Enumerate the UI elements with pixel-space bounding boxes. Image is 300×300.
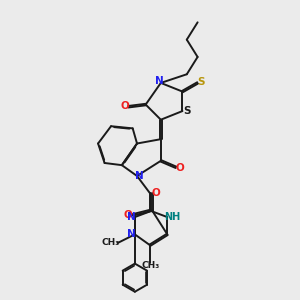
Text: NH: NH <box>165 212 181 222</box>
Text: O: O <box>120 101 129 111</box>
Text: N: N <box>155 76 164 86</box>
Text: CH₃: CH₃ <box>142 261 160 270</box>
Text: O: O <box>176 164 185 173</box>
Text: O: O <box>124 210 133 220</box>
Text: CH₃: CH₃ <box>102 238 120 247</box>
Text: S: S <box>198 77 205 87</box>
Text: O: O <box>152 188 161 198</box>
Text: N: N <box>127 212 135 222</box>
Text: N: N <box>127 230 135 239</box>
Text: S: S <box>183 106 190 116</box>
Text: N: N <box>135 171 144 181</box>
